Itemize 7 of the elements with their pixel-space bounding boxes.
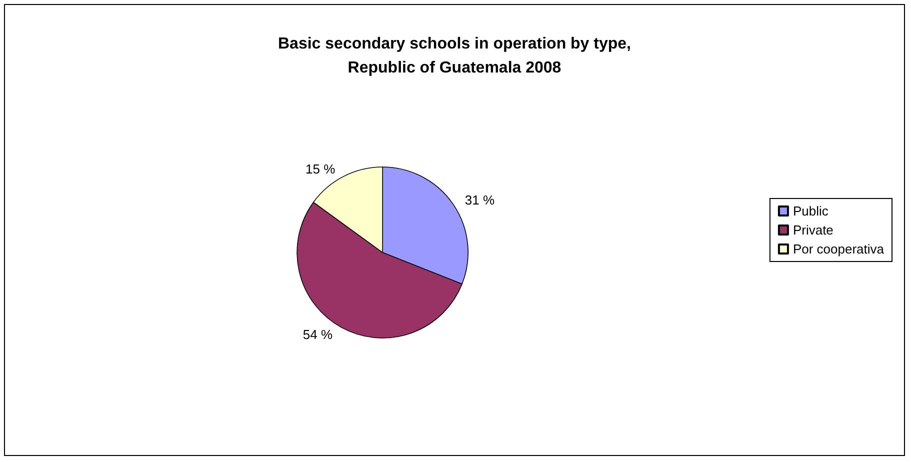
data-label: 31 % bbox=[464, 192, 495, 208]
legend-label: Public bbox=[792, 204, 829, 218]
legend-label: Por cooperativa bbox=[792, 242, 885, 256]
chart-title: Basic secondary schools in operation by type, Republic of Guatemala 2008 bbox=[278, 36, 631, 76]
data-label: 54 % bbox=[302, 326, 333, 342]
data-label: 15 % bbox=[305, 162, 336, 177]
legend-label: Private bbox=[792, 222, 834, 238]
